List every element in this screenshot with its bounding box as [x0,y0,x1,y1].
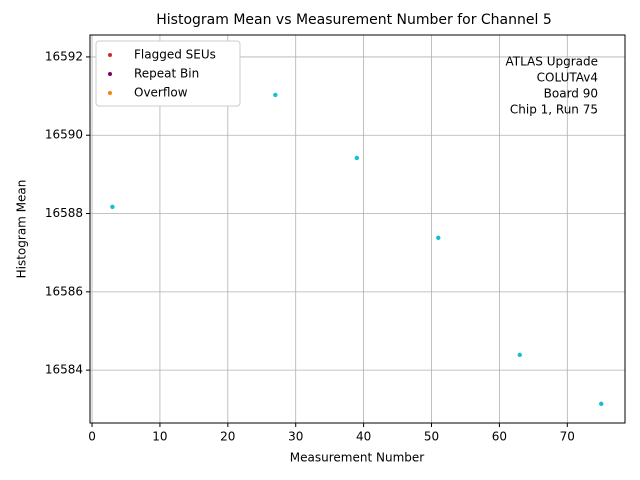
point [273,92,278,98]
x-tick-label: 30 [288,430,303,444]
y-tick-label: 16590 [45,128,83,142]
annotation: ATLAS Upgrade [505,55,598,69]
legend-marker [108,72,112,76]
legend-label: Repeat Bin [134,67,199,81]
x-tick-label: 20 [220,430,235,444]
x-tick-label: 10 [152,430,167,444]
legend-label: Overflow [134,86,188,100]
legend-marker [108,91,112,95]
y-tick-label: 16592 [45,49,83,63]
point [436,235,441,241]
legend-marker [108,53,112,57]
x-axis-label: Measurement Number [290,451,424,465]
x-tick-label: 0 [88,430,96,444]
chart-title: Histogram Mean vs Measurement Number for… [156,12,552,28]
x-tick-label: 70 [560,430,575,444]
y-tick-label: 16588 [45,206,83,220]
x-tick-label: 60 [492,430,507,444]
x-tick-label: 50 [424,430,439,444]
legend-box [95,40,241,107]
point [517,352,522,358]
y-tick-label: 16584 [45,363,83,377]
point [599,401,604,407]
annotation: Board 90 [544,87,598,101]
annotation: Chip 1, Run 75 [510,103,598,117]
point [354,155,360,161]
point [110,204,115,210]
plot-frame [89,34,626,424]
y-axis-label: Histogram Mean [15,180,29,279]
y-tick-label: 16586 [45,284,83,298]
x-tick-label: 40 [356,430,371,444]
annotation: COLUTAv4 [537,71,598,85]
legend-label: Flagged SEUs [134,48,216,62]
